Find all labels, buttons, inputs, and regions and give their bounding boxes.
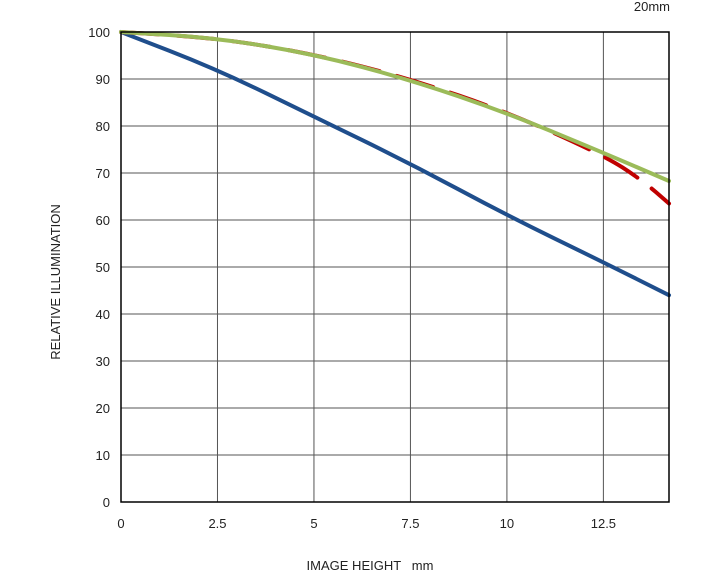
y-tick-label: 30 (96, 354, 110, 369)
y-tick-label: 80 (96, 119, 110, 134)
y-tick-label: 70 (96, 166, 110, 181)
x-tick-label: 2.5 (208, 516, 226, 531)
series-line-0 (119, 30, 671, 298)
chart-title: 20mm (634, 0, 670, 14)
y-tick-label: 60 (96, 213, 110, 228)
y-axis-label: RELATIVE ILLUMINATION (48, 204, 63, 360)
y-tick-label: 50 (96, 260, 110, 275)
x-tick-label: 10 (500, 516, 514, 531)
y-tick-label: 20 (96, 401, 110, 416)
x-tick-label: 5 (310, 516, 317, 531)
x-tick-label: 7.5 (401, 516, 419, 531)
plot-frame (120, 31, 670, 503)
y-tick-label: 90 (96, 72, 110, 87)
y-tick-label: 0 (103, 495, 110, 510)
y-tick-label: 10 (96, 448, 110, 463)
series-line-1 (119, 30, 671, 206)
x-tick-label: 12.5 (591, 516, 616, 531)
y-tick-label: 100 (88, 25, 110, 40)
x-tick-label: 0 (117, 516, 124, 531)
x-axis-label: IMAGE HEIGHT mm (307, 558, 434, 570)
series-line-2 (119, 30, 671, 183)
y-tick-label: 40 (96, 307, 110, 322)
